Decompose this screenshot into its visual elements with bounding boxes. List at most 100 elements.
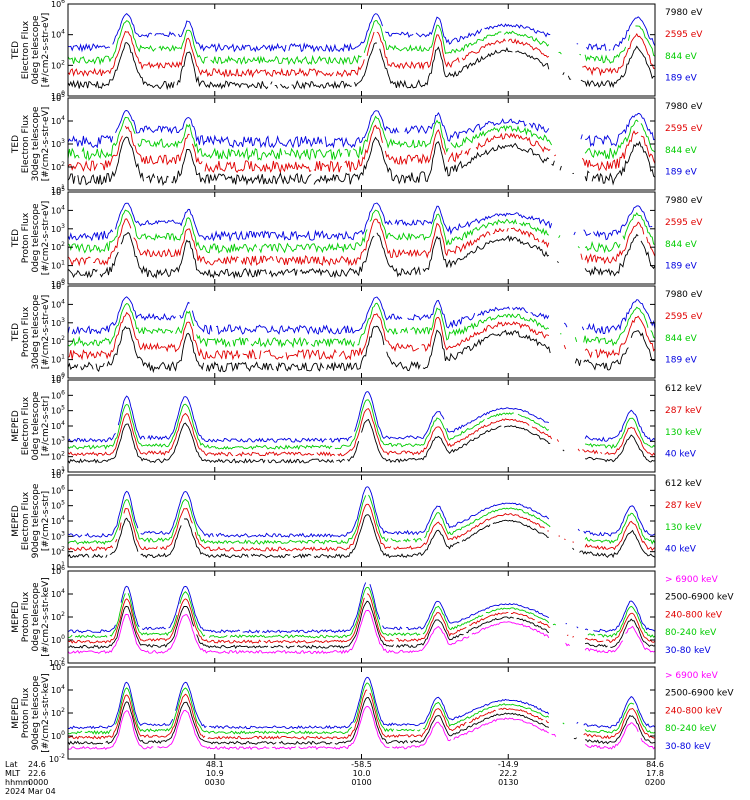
plot-area xyxy=(68,486,655,559)
series-line-2595-ev xyxy=(68,30,655,78)
y-tick-label: 100 xyxy=(51,278,65,289)
legend-entry: 287 keV xyxy=(665,501,702,511)
x-tick-label-mlt: 22.6 xyxy=(28,769,46,778)
y-tick-label: 106 xyxy=(51,565,65,576)
series-line-189-ev xyxy=(68,12,655,53)
y-tick-label: 104 xyxy=(51,115,65,126)
legend: 7980 eV 2595 eV 844 eV 189 eV xyxy=(665,196,703,272)
plot-area xyxy=(68,12,655,91)
legend-entry: 7980 eV xyxy=(665,196,703,206)
legend-entry: 844 eV xyxy=(665,52,698,62)
panel-frame xyxy=(67,570,656,664)
panel-frame xyxy=(67,3,656,97)
x-axis-row-label: Lat xyxy=(5,760,18,769)
series-line-189-ev xyxy=(68,296,655,335)
y-tick-label: 101 xyxy=(51,466,65,477)
plot-area xyxy=(68,110,655,187)
legend-entry: 189 eV xyxy=(665,356,698,366)
series-line--6900-kev xyxy=(68,705,655,751)
y-tick-label: 10-2 xyxy=(49,753,65,764)
series-line-7980-ev xyxy=(68,42,655,91)
y-tick-label: 102 xyxy=(51,707,65,718)
y-tick-label: 102 xyxy=(51,241,65,252)
y-axis-title: MEPEDProton Flux90deg telescope[#/cm2-s-… xyxy=(11,673,51,752)
y-tick-label: 104 xyxy=(51,588,65,599)
legend-entry: 844 eV xyxy=(665,334,698,344)
y-tick-label: 104 xyxy=(51,298,65,309)
legend: 7980 eV 2595 eV 844 eV 189 eV xyxy=(665,102,703,178)
y-axis-title: TEDProton Flux0deg telescope[#/cm2-s-str… xyxy=(11,201,51,276)
plot-area xyxy=(68,203,655,280)
legend: 612 keV 287 keV 130 keV 40 keV xyxy=(665,479,702,555)
y-tick-label: 105 xyxy=(51,405,65,416)
series-line-189-ev xyxy=(68,110,655,149)
y-tick-label: 102 xyxy=(51,335,65,346)
series-line-2595-ev xyxy=(68,311,655,361)
series-line-7980-ev xyxy=(68,136,655,187)
series-line-80-240-kev xyxy=(68,682,655,735)
panel-frame xyxy=(67,97,656,191)
legend-entry: 2500-6900 keV xyxy=(665,689,734,699)
legend-entry: 2595 eV xyxy=(665,124,703,134)
y-tick-label: 100 xyxy=(51,634,65,645)
x-tick-label-mlt: 17.8 xyxy=(646,769,664,778)
series-line-287-kev xyxy=(68,503,655,552)
y-tick-label: 103 xyxy=(51,435,65,446)
y-tick-label: 105 xyxy=(51,92,65,103)
y-tick-label: 107 xyxy=(51,469,65,480)
panel-frame xyxy=(67,474,656,568)
legend-entry: 80-240 keV xyxy=(665,724,717,734)
legend-entry: 240-800 keV xyxy=(665,610,723,620)
x-axis-row-label: 2024 Mar 04 xyxy=(5,787,56,796)
x-tick-label-hhmm: 0130 xyxy=(498,778,518,787)
y-tick-label: 102 xyxy=(51,546,65,557)
legend: > 6900 keV 2500-6900 keV 240-800 keV 80-240… xyxy=(665,671,734,752)
legend-entry: 612 keV xyxy=(665,479,702,489)
legend-entry: 40 keV xyxy=(665,450,697,460)
x-tick-label-lat: -58.5 xyxy=(351,760,372,769)
legend-entry: 40 keV xyxy=(665,545,697,555)
legend-entry: 7980 eV xyxy=(665,102,703,112)
x-tick-label-hhmm: 0000 xyxy=(28,778,48,787)
series-line-130-kev xyxy=(68,399,655,450)
y-tick-label: 104 xyxy=(51,29,65,40)
series-line-30-80-kev xyxy=(68,582,655,634)
x-tick-label-hhmm: 0100 xyxy=(351,778,371,787)
series-line-612-kev xyxy=(68,514,655,559)
y-tick-label: 103 xyxy=(51,317,65,328)
y-tick-label: 105 xyxy=(51,186,65,197)
y-tick-label: 101 xyxy=(51,260,65,271)
x-tick-label-hhmm: 0200 xyxy=(645,778,665,787)
legend-entry: 2500-6900 keV xyxy=(665,593,734,603)
series-line-240-800-kev xyxy=(68,689,655,740)
series-line-2595-ev xyxy=(68,124,655,174)
legend-entry: 30-80 keV xyxy=(665,742,711,752)
series-line-30-80-kev xyxy=(68,676,655,730)
legend-entry: > 6900 keV xyxy=(665,671,719,681)
y-tick-label: 107 xyxy=(51,374,65,385)
y-tick-label: 106 xyxy=(51,484,65,495)
legend-entry: 2595 eV xyxy=(665,30,703,40)
legend-entry: 189 eV xyxy=(665,168,698,178)
y-tick-label: 101 xyxy=(51,561,65,572)
y-tick-label: 106 xyxy=(51,0,65,9)
plot-area xyxy=(68,676,655,751)
x-tick-label-mlt: 10.9 xyxy=(206,769,224,778)
legend-entry: 2595 eV xyxy=(665,218,703,228)
y-axis-title: MEPEDProton Flux0deg telescope[#/cm2-s-s… xyxy=(11,577,51,656)
y-tick-label: 102 xyxy=(51,161,65,172)
series-line-40-kev xyxy=(68,486,655,538)
series-line-240-800-kev xyxy=(68,593,655,644)
series-line-844-ev xyxy=(68,302,655,349)
legend-entry: 287 keV xyxy=(665,406,702,416)
series-line-130-kev xyxy=(68,494,655,545)
legend-entry: > 6900 keV xyxy=(665,575,719,585)
series-line-612-kev xyxy=(68,418,655,464)
y-tick-label: 102 xyxy=(51,451,65,462)
